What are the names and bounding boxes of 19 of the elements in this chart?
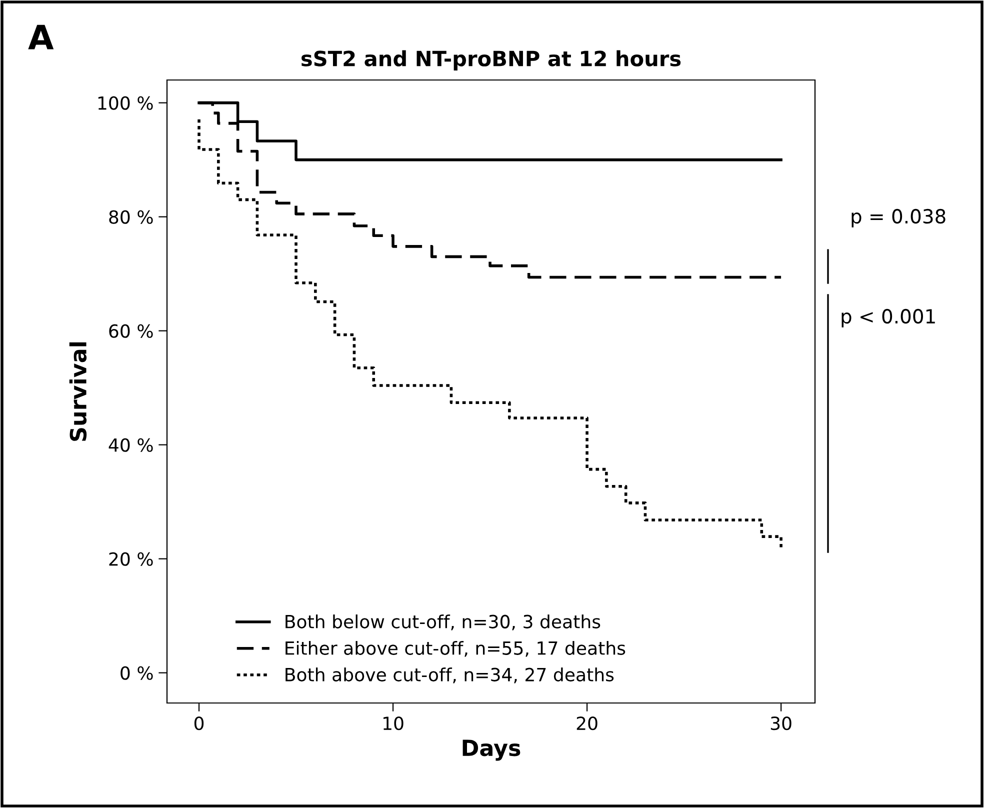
y-tick-label: 20 % <box>109 552 153 566</box>
y-axis-title: Survival <box>69 342 87 441</box>
legend-label: Both above cut-off, n=34, 27 deaths <box>286 667 614 684</box>
legend-label: Both below cut-off, n=30, 3 deaths <box>286 614 600 630</box>
text: A <box>28 24 54 50</box>
y-tick-label: 60 % <box>109 324 153 338</box>
x-axis-title: Days <box>462 740 520 761</box>
legend-label: Either above cut-off, n=55, 17 deaths <box>286 640 626 657</box>
y-tick-label: 100 % <box>98 96 153 110</box>
x-tick-label: 0 <box>194 716 204 730</box>
x-tick-label: 30 <box>770 716 792 730</box>
y-tick-label: 0 % <box>120 666 153 680</box>
x-tick-label: 10 <box>384 716 404 730</box>
chart-title: sST2 and NT-proBNP at 12 hours <box>302 50 681 70</box>
text: p < 0.001 <box>842 308 935 328</box>
text: p = 0.038 <box>852 208 946 228</box>
y-tick-label: 80 % <box>109 210 153 224</box>
y-tick-label: 40 % <box>108 438 153 452</box>
x-tick-label: 20 <box>576 716 598 730</box>
